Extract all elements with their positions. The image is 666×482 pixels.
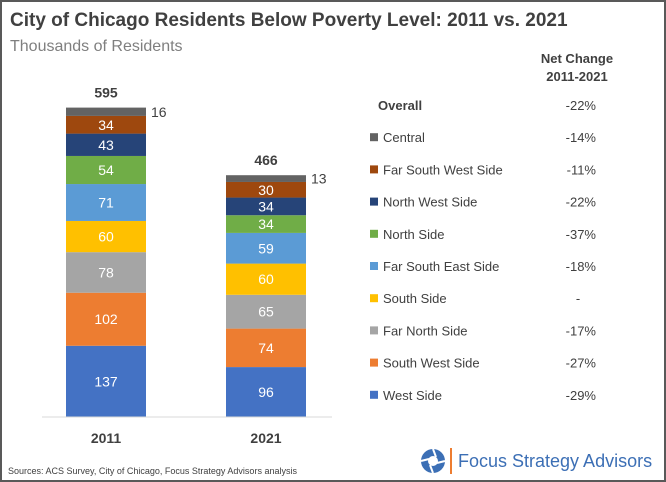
legend-label: Central — [383, 130, 425, 145]
bar-segment — [66, 220, 146, 253]
legend-swatch — [370, 294, 378, 303]
legend-swatch — [370, 390, 378, 399]
legend-swatch — [370, 133, 378, 142]
total-label: 595 — [94, 85, 118, 101]
bar-segment — [66, 115, 146, 134]
data-label: 74 — [258, 340, 274, 356]
data-label: 65 — [258, 304, 274, 320]
legend-swatch — [370, 165, 378, 174]
legend-label: Far North Side — [383, 323, 468, 338]
net-change-overall: -22% — [566, 98, 597, 113]
net-change-value: -22% — [566, 195, 597, 210]
legend-label: West Side — [383, 388, 442, 403]
data-label: 34 — [258, 198, 274, 214]
net-change-value: -37% — [566, 227, 597, 242]
legend-swatch — [370, 262, 378, 270]
logo: Focus Strategy Advisors — [420, 448, 652, 474]
bar-segment — [226, 294, 306, 329]
legend-overall: Overall — [378, 98, 422, 113]
bar-segment — [66, 155, 146, 185]
net-change-value: - — [576, 291, 580, 306]
x-tick-label: 2021 — [250, 430, 281, 446]
logo-text: Focus Strategy Advisors — [458, 450, 653, 471]
bar-segment — [226, 367, 306, 417]
net-change-value: -14% — [566, 130, 597, 145]
total-label: 466 — [254, 152, 278, 168]
legend-label: South West Side — [383, 356, 480, 371]
legend-label: Far South East Side — [383, 259, 499, 274]
net-change-value: -27% — [566, 356, 597, 371]
legend-swatch — [370, 326, 378, 335]
net-change-value: -11% — [567, 162, 597, 177]
data-label: 60 — [98, 229, 114, 245]
net-change-header-line1: Net Change — [540, 51, 614, 66]
bar-segment — [226, 328, 306, 368]
data-label: 137 — [94, 373, 118, 389]
data-label: 96 — [258, 384, 274, 400]
bar-segment — [226, 175, 306, 182]
data-label: 78 — [98, 264, 114, 280]
bar-segment — [66, 292, 146, 346]
legend-swatch — [370, 358, 378, 367]
chart-title: City of Chicago Residents Below Poverty … — [10, 10, 568, 31]
legend-label: Far South West Side — [383, 162, 503, 177]
data-label: 102 — [94, 311, 118, 327]
data-label: 34 — [258, 216, 274, 232]
bar-segment — [226, 197, 306, 216]
bar-segment — [226, 232, 306, 264]
net-change-header: Net Change 2011-2021 — [522, 50, 632, 86]
data-label: 59 — [258, 240, 274, 256]
aperture-icon — [420, 448, 446, 474]
data-label: 30 — [258, 182, 274, 198]
x-tick-label: 2011 — [91, 430, 122, 446]
data-label: 34 — [98, 117, 114, 133]
bar-segment — [66, 107, 146, 116]
net-change-header-line2: 2011-2021 — [546, 69, 608, 84]
data-label: 16 — [151, 104, 167, 120]
bar-segment — [226, 263, 306, 295]
data-label: 54 — [98, 162, 114, 178]
legend-swatch — [370, 197, 378, 206]
chart-subtitle: Thousands of Residents — [10, 38, 183, 55]
legend-swatch — [370, 229, 378, 238]
data-label: 71 — [98, 195, 114, 211]
data-label: 43 — [98, 137, 114, 153]
net-change-value: -17% — [566, 323, 597, 338]
net-change-value: -29% — [566, 388, 597, 403]
legend-label: North Side — [383, 227, 444, 242]
bar-segment — [226, 181, 306, 198]
legend-label: North West Side — [383, 195, 477, 210]
legend-label: South Side — [383, 291, 447, 306]
bar-segment — [226, 215, 306, 233]
data-label: 60 — [258, 271, 274, 287]
net-change-value: -18% — [566, 259, 597, 274]
bar-segment — [66, 133, 146, 156]
bar-segment — [66, 184, 146, 221]
bar-segment — [66, 345, 146, 417]
logo-divider — [450, 448, 452, 474]
source-note: Sources: ACS Survey, City of Chicago, Fo… — [8, 466, 297, 476]
data-label: 13 — [311, 171, 327, 187]
bar-segment — [66, 252, 146, 293]
